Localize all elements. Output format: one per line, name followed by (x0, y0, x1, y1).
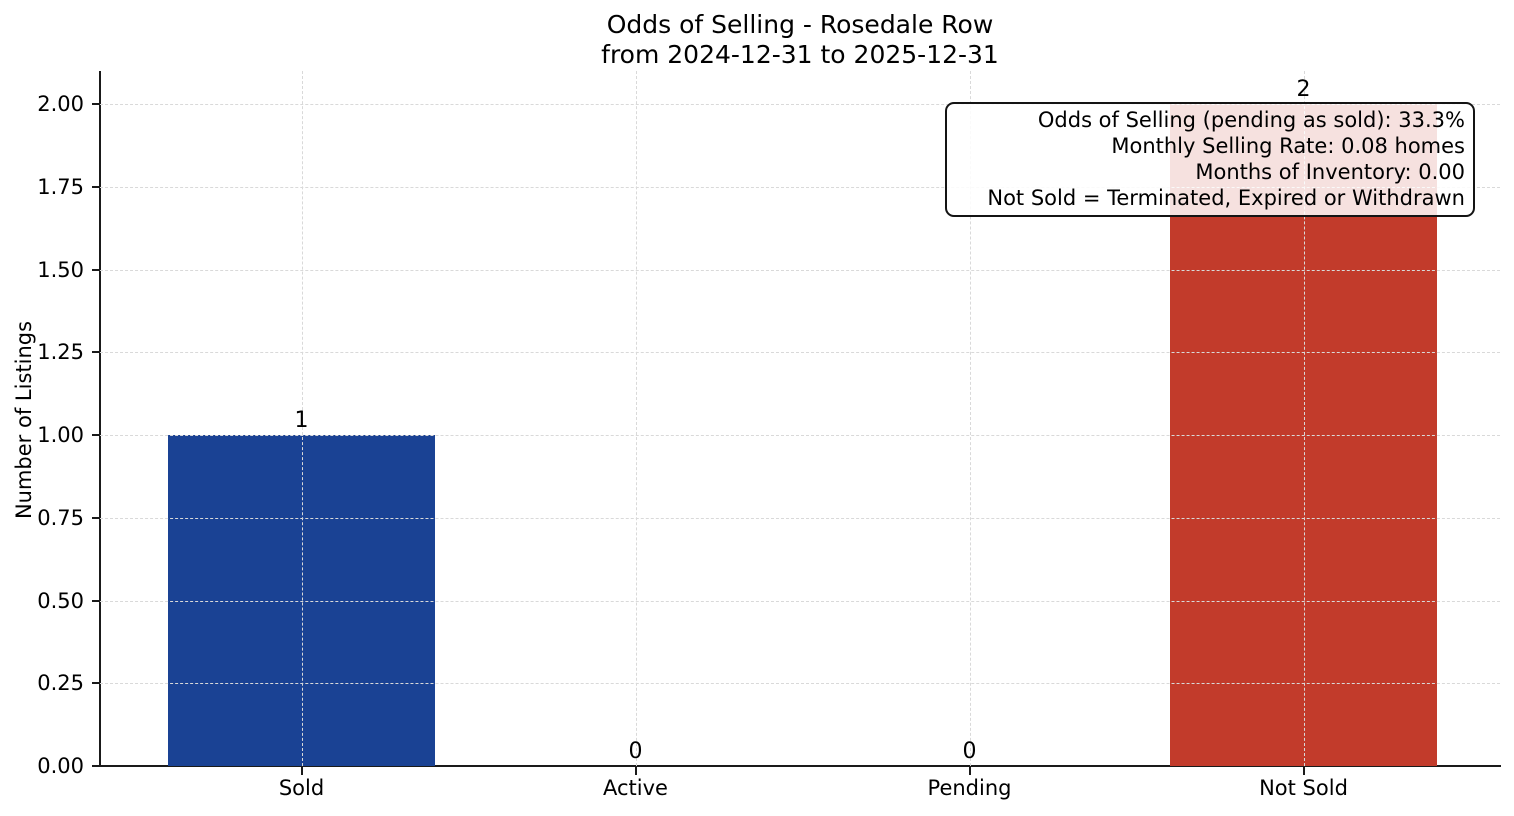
y-tick-mark (92, 351, 100, 354)
gridline-vertical (969, 71, 971, 766)
y-tick-label: 0.00 (37, 754, 84, 778)
y-tick-label: 1.50 (37, 257, 84, 282)
y-tick-label: 1.00 (37, 423, 84, 447)
y-tick-label: 0.50 (37, 588, 84, 613)
chart-title-line2: from 2024-12-31 to 2025-12-31 (601, 40, 999, 69)
stats-annotation-box: Odds of Selling (pending as sold): 33.3%… (945, 102, 1475, 217)
gridline-horizontal (100, 600, 1500, 602)
y-tick-mark (92, 268, 100, 271)
x-tick-label-active: Active (603, 776, 668, 800)
y-tick-label: 1.75 (37, 174, 84, 199)
x-tick-mark (968, 767, 971, 775)
y-tick-label: 0.25 (37, 671, 84, 696)
y-tick-label: 1.25 (37, 340, 84, 365)
y-tick-label: 0.75 (37, 505, 84, 530)
gridline-vertical (1303, 71, 1305, 766)
bar-value-label: 0 (962, 739, 977, 764)
gridline-horizontal (100, 186, 1500, 188)
y-tick-mark (92, 765, 100, 767)
y-tick-mark (92, 434, 100, 436)
annotation-line: Monthly Selling Rate: 0.08 homes (1111, 134, 1465, 158)
bar-value-label: 1 (294, 408, 309, 433)
x-axis-spine (99, 765, 1501, 767)
annotation-line: Odds of Selling (pending as sold): 33.3% (1037, 108, 1465, 132)
gridline-horizontal (100, 269, 1500, 271)
y-tick-label: 2.00 (37, 92, 84, 116)
gridline-horizontal (100, 435, 1500, 436)
gridline-horizontal (100, 352, 1500, 354)
bar-value-label: 0 (628, 739, 643, 764)
y-tick-mark (92, 516, 100, 519)
y-tick-mark (92, 599, 100, 602)
x-tick-label-pending: Pending (927, 776, 1012, 800)
x-tick-mark (1302, 767, 1305, 775)
gridline-horizontal (100, 517, 1500, 519)
x-tick-label-sold: Sold (278, 776, 325, 800)
chart-title-line1: Odds of Selling - Rosedale Row (606, 10, 994, 39)
x-tick-label-not-sold: Not Sold (1259, 776, 1348, 800)
y-tick-mark (92, 103, 100, 105)
gridline-horizontal (100, 683, 1500, 685)
annotation-line: Months of Inventory: 0.00 (1195, 160, 1465, 184)
x-tick-mark (300, 767, 303, 775)
annotation-line: Not Sold = Terminated, Expired or Withdr… (987, 186, 1465, 210)
gridline-horizontal (100, 104, 1500, 105)
y-tick-mark (92, 682, 100, 685)
chart-title: Odds of Selling - Rosedale Row from 2024… (100, 10, 1500, 70)
y-tick-mark (92, 185, 100, 188)
gridline-vertical (301, 71, 303, 766)
gridline-vertical (635, 71, 637, 766)
x-tick-mark (634, 767, 637, 775)
y-axis-spine (99, 71, 101, 767)
bar-value-label: 2 (1296, 77, 1311, 102)
